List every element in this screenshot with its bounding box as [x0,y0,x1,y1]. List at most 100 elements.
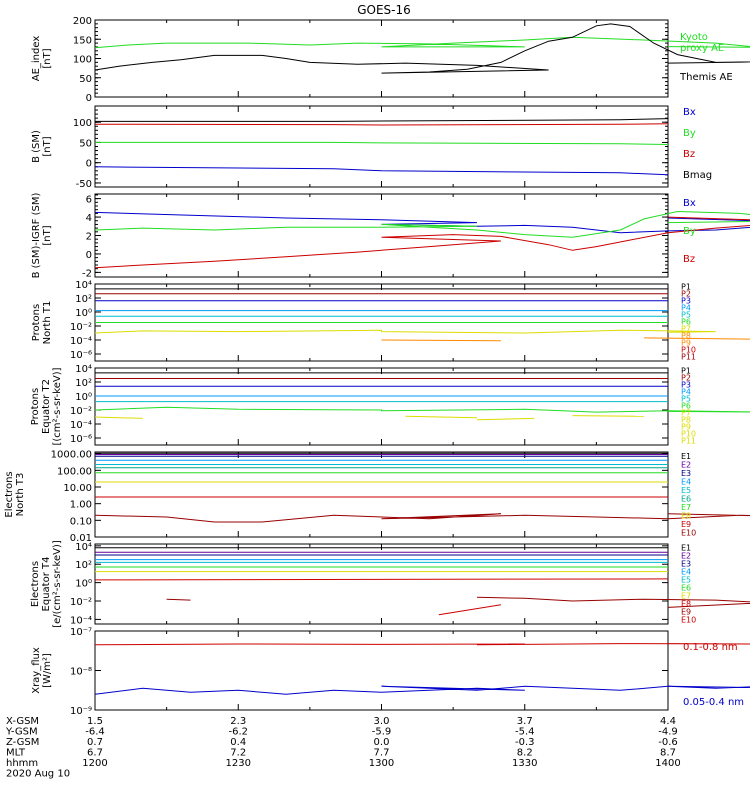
y-axis-label: [nT] [42,136,53,156]
y-tick-label: 10⁻⁶ [70,350,92,361]
legend-label: E10 [681,528,696,537]
legend-label: Bmag [683,170,712,181]
series-line-bmag [95,118,669,122]
y-tick-label: 0.10 [70,516,92,527]
series-line-bz [94,216,750,269]
y-tick-label: 10⁻⁴ [70,615,92,626]
x-axis-tick-label: -5.9 [372,727,392,738]
x-axis-tick-label: 7.7 [374,748,390,759]
y-tick-label: 200 [73,16,92,27]
legend-label: E9 [681,520,691,529]
legend-label: E1 [681,452,691,461]
y-tick-label: 1.00 [70,500,92,511]
y-axis-label: AE_index [31,36,42,82]
legend-label: E8 [681,599,691,608]
legend-label: P1 [681,283,691,292]
legend-label: Bx [683,198,696,209]
legend-label: P9 [681,423,691,432]
x-axis-tick-label: 2.3 [230,716,246,727]
y-tick-label: 50 [79,138,92,149]
x-axis-tick-label: 1.5 [87,716,103,727]
y-tick-label: 100 [73,118,92,129]
panel-frame [94,367,669,446]
x-axis-tick-label: 1330 [512,758,537,769]
x-axis-tick-label: 0.4 [230,737,246,748]
y-tick-label: 2 [86,232,92,243]
x-axis-tick-label: 3.0 [374,716,390,727]
legend-label: 0.05-0.4 nm [683,697,744,708]
y-tick-label: 10⁴ [75,542,92,553]
y-tick-label: 10⁻² [70,597,92,608]
legend-label: Bz [683,254,695,265]
legend-label: P7 [681,325,691,334]
legend-label: E5 [681,575,691,584]
legend-label: E4 [681,477,691,486]
y-axis-label: Protons [30,388,41,425]
legend-label: Themis AE [679,72,733,83]
legend-label: P11 [681,437,696,446]
y-tick-label: 10⁻⁷ [70,627,92,638]
y-axis-label: B (SM) [31,130,42,163]
legend-label: E3 [681,469,691,478]
legend-label: P4 [681,388,691,397]
y-tick-label: 0 [86,159,92,170]
series-line-e11 [476,596,750,608]
y-tick-label: 10⁰ [75,308,92,319]
series-line-p8 [405,415,478,419]
legend-label: E6 [681,583,691,592]
y-tick-label: 10² [75,378,92,389]
legend-label: P8 [681,332,691,341]
legend-label: P2 [681,290,691,299]
legend-label: proxy AE [680,43,724,54]
panel-b_igrf: -2 0 2 4 6 B (SM)-IGRF (SM) [nT] Bx By Bz [31,193,750,279]
y-tick-label: 10⁻⁴ [70,336,92,347]
y-tick-label: 50 [79,74,92,85]
series-line-p10 [572,415,645,417]
x-axis-tick-label: -6.4 [85,727,105,738]
legend-label: P4 [681,304,691,313]
series-line-p7 [94,416,143,419]
legend-label: Bx [683,107,696,118]
legend-label: By [683,128,696,139]
y-tick-label: 10⁻⁸ [70,667,92,678]
x-axis-row-label: X-GSM [6,716,39,727]
panel-b_sm: -50 0 50 100 B (SM) [nT] Bx By Bz Bmag [31,105,712,190]
y-tick-label: 100.00 [57,466,92,477]
legend-label: E2 [681,460,691,469]
legend-label: By [683,226,696,237]
panel-electrons_t3: 1000.00 100.00 10.00 1.00 0.10 0.01 Electrons N… [4,450,750,544]
series-line-p6 [94,406,750,413]
y-tick-label: 10.00 [63,483,92,494]
panel-protons_t1: 10⁴ 10² 10⁰ 10⁻² 10⁻⁴ 10⁻⁶ Protons North T1 P1P2… [31,280,750,362]
legend-label: E1 [681,543,691,552]
legend-label: E10 [681,615,696,624]
x-axis-tick-label: 1200 [82,758,107,769]
series-line-e8 [94,578,669,581]
x-axis-tick-label: 6.7 [87,748,103,759]
y-tick-label: 0.01 [70,533,92,544]
y-axis-label: Electrons [4,471,15,517]
legend-label: P1 [681,367,691,376]
panel-electrons_t4: 10⁴ 10² 10⁰ 10⁻² 10⁻⁴ Electrons Equator T4 [e/(… [30,540,750,628]
y-axis-label: Equator T4 [41,557,52,612]
y-axis-label: Equator T2 [41,379,52,434]
x-axis-tick-label: 1400 [655,758,680,769]
y-axis-label: B (SM)-IGRF (SM) [31,193,42,279]
y-tick-label: 10² [75,560,92,571]
panel-xray: 10⁻⁷ 10⁻⁸ 10⁻⁹ Xray_flux [W/m²] 0.1-0.8 nm 0.0… [31,627,750,717]
legend-label: P6 [681,318,691,327]
y-tick-label: 10⁻⁶ [70,434,92,445]
y-tick-label: 10⁴ [75,364,92,375]
y-axis-label: [W/m²] [42,653,53,688]
x-axis-tick-label: 7.2 [230,748,246,759]
legend-label: Kyoto [680,32,708,43]
legend-label: E4 [681,567,691,576]
series-line-e10 [438,604,501,616]
x-axis-tick-label: 4.4 [660,716,676,727]
legend-label: E2 [681,551,691,560]
chart-title: GOES-16 [357,3,411,17]
y-tick-label: 1000.00 [51,450,92,461]
y-tick-label: 6 [86,195,92,206]
